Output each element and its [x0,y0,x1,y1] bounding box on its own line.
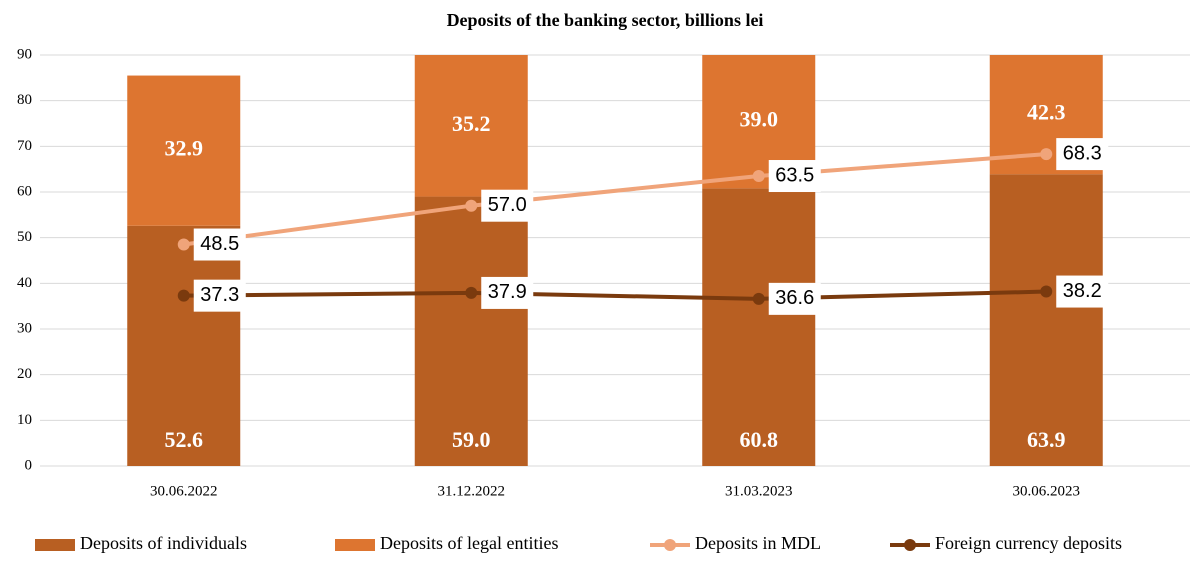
line-point [177,289,190,302]
label-box [768,160,821,193]
line-value-label: 68.3 [1063,142,1102,164]
bar-value-label: 59.0 [452,427,491,452]
legend-swatch [904,539,916,551]
y-tick-label: 0 [25,457,33,473]
line-point [177,238,190,251]
y-tick-label: 70 [17,138,32,154]
label-box [1056,275,1109,308]
label-box [481,189,534,222]
x-tick-label: 31.03.2023 [725,483,793,499]
line-point [1040,148,1053,161]
bar [702,188,816,466]
line [183,152,1047,247]
line-value-label: 63.5 [775,164,814,186]
line-point [1040,285,1053,298]
line-value-label: 37.3 [200,284,239,306]
x-tick-label: 30.06.2022 [150,483,218,499]
bar [414,55,528,197]
line-point [752,170,765,183]
y-tick-label: 10 [17,412,32,428]
y-tick-label: 50 [17,229,32,245]
legend-label: Deposits of individuals [80,533,247,553]
legend-swatch [335,539,375,551]
label-box [481,276,534,309]
chart-title: Deposits of the banking sector, billions… [447,10,764,30]
label-box [193,228,246,261]
bar-value-label: 35.2 [452,111,491,136]
line [183,289,1047,301]
label-box [1056,138,1109,171]
bar-value-label: 39.0 [740,107,779,132]
bar-value-label: 60.8 [740,427,779,452]
bar-value-label: 63.9 [1027,427,1066,452]
x-tick-label: 31.12.2022 [438,483,506,499]
bar-value-label: 32.9 [165,136,204,161]
legend-swatch [664,539,676,551]
line-value-label: 36.6 [775,287,814,309]
line-value-label: 48.5 [200,233,239,255]
bar-value-label: 42.3 [1027,100,1066,125]
y-tick-label: 80 [17,92,32,108]
line-value-label: 38.2 [1063,280,1102,302]
bar [989,174,1103,466]
line-point [752,292,765,305]
legend-swatch [35,539,75,551]
label-box [193,279,246,312]
line-point [465,199,478,212]
bar [127,75,241,226]
legend-label: Deposits of legal entities [380,533,558,553]
bar-value-label: 52.6 [165,427,204,452]
y-tick-label: 40 [17,275,32,291]
bar [414,196,528,467]
x-tick-label: 30.06.2023 [1013,483,1081,499]
label-box [768,282,821,315]
line-value-label: 57.0 [488,194,527,216]
legend-label: Deposits in MDL [695,533,821,553]
y-tick-label: 30 [17,320,32,336]
y-tick-label: 60 [17,183,32,199]
line-value-label: 37.9 [488,281,527,303]
bar [127,225,241,466]
y-tick-label: 90 [17,46,32,62]
y-tick-label: 20 [17,366,32,382]
legend-label: Foreign currency deposits [935,533,1122,553]
line-point [465,286,478,299]
